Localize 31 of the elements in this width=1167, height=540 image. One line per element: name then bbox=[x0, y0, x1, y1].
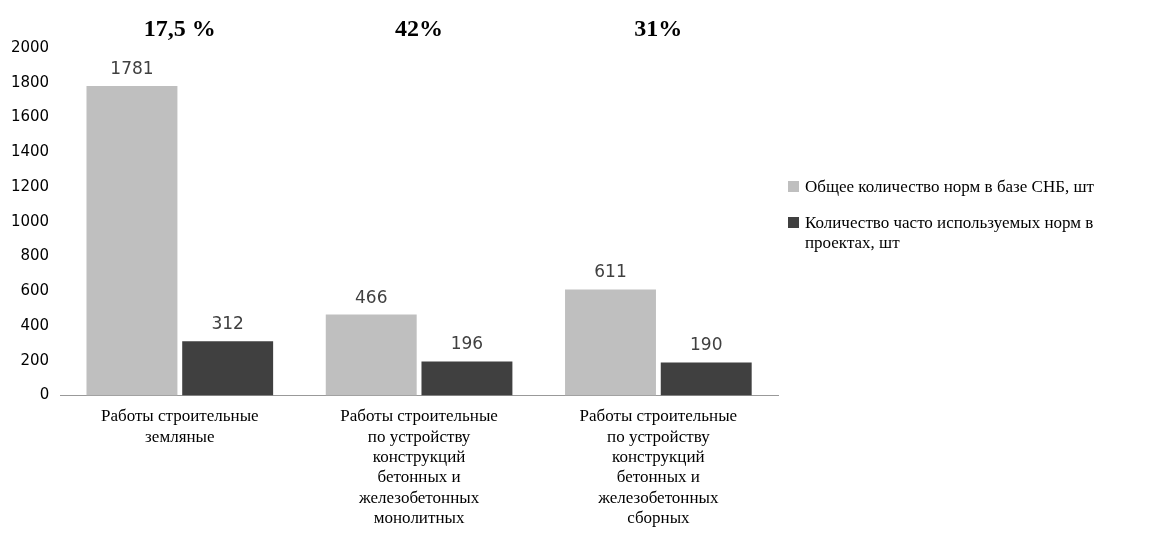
y-tick-label: 800 bbox=[20, 246, 50, 265]
y-tick-label: 1400 bbox=[10, 142, 50, 161]
text: 17,5 % bbox=[143, 15, 216, 42]
text: 31% bbox=[634, 15, 683, 42]
y-tick-label: 200 bbox=[20, 350, 50, 369]
y-tick-label: 400 bbox=[20, 315, 50, 334]
y-tick-label: 1600 bbox=[10, 107, 50, 126]
y-tick-label: 2000 bbox=[10, 37, 50, 56]
data-label: 1781 bbox=[110, 57, 154, 78]
bar bbox=[86, 86, 178, 396]
bar bbox=[660, 362, 752, 396]
bar bbox=[421, 361, 513, 396]
bar bbox=[325, 314, 417, 396]
legend-label: Количество часто используемых норм в проектах, шт bbox=[805, 213, 1095, 253]
data-label: 190 bbox=[689, 334, 723, 355]
legend-label: Общее количество норм в базе СНБ, шт bbox=[805, 177, 1095, 197]
y-tick-label: 1200 bbox=[10, 176, 50, 195]
data-label: 466 bbox=[355, 286, 388, 307]
data-label: 611 bbox=[594, 261, 627, 282]
bar bbox=[182, 341, 274, 396]
y-tick-label: 600 bbox=[20, 281, 50, 300]
data-label: 312 bbox=[211, 313, 244, 334]
y-tick-label: 1800 bbox=[10, 72, 50, 91]
y-tick-label: 0 bbox=[39, 385, 50, 404]
text: 42% bbox=[395, 15, 444, 42]
x-tick-label: Работы строительные по устройству конструкций бетонных и железобетонных монолитных bbox=[340, 406, 498, 528]
data-label: 196 bbox=[450, 333, 484, 354]
x-tick-label: Работы строительные по устройству конструкций бетонных и железобетонных сборных bbox=[579, 406, 738, 528]
bar bbox=[565, 289, 656, 396]
y-tick-label: 1000 bbox=[10, 211, 50, 230]
x-tick-label: Работы строительные земляные bbox=[101, 406, 259, 446]
